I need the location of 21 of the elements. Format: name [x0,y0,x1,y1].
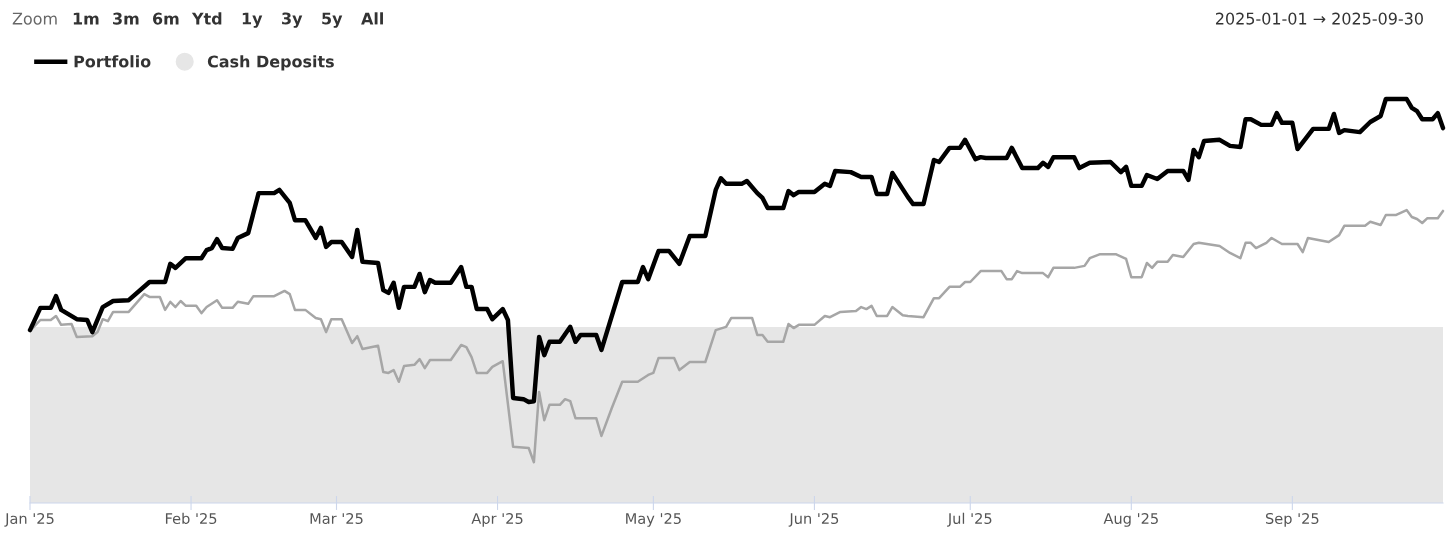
text: 3m [113,12,139,25]
legend-label: Cash Deposits [207,55,334,71]
text: 5y [322,12,343,28]
x-tick-label: Jul '25 [947,512,992,527]
x-tick-label: Jun '25 [788,512,839,527]
text: 3y [282,12,303,28]
text: 2025-01-01 → 2025-09-30 [1215,12,1423,25]
text: Zoom [12,12,57,25]
text: 1y [242,12,263,28]
text: Ytd [191,12,222,25]
text: 6m [152,12,179,25]
text: All [361,12,383,25]
x-tick-label: Aug '25 [1103,512,1158,527]
x-tick-label: Sep '25 [1265,512,1319,527]
legend-label: Portfolio [74,55,151,68]
x-tick-label: Jan '25 [4,512,54,527]
x-tick-label: Apr '25 [471,512,523,527]
x-tick-label: May '25 [626,512,681,527]
text: 1m [73,12,99,25]
x-tick-label: Feb '25 [165,512,217,525]
x-tick-label: Mar '25 [310,512,363,525]
